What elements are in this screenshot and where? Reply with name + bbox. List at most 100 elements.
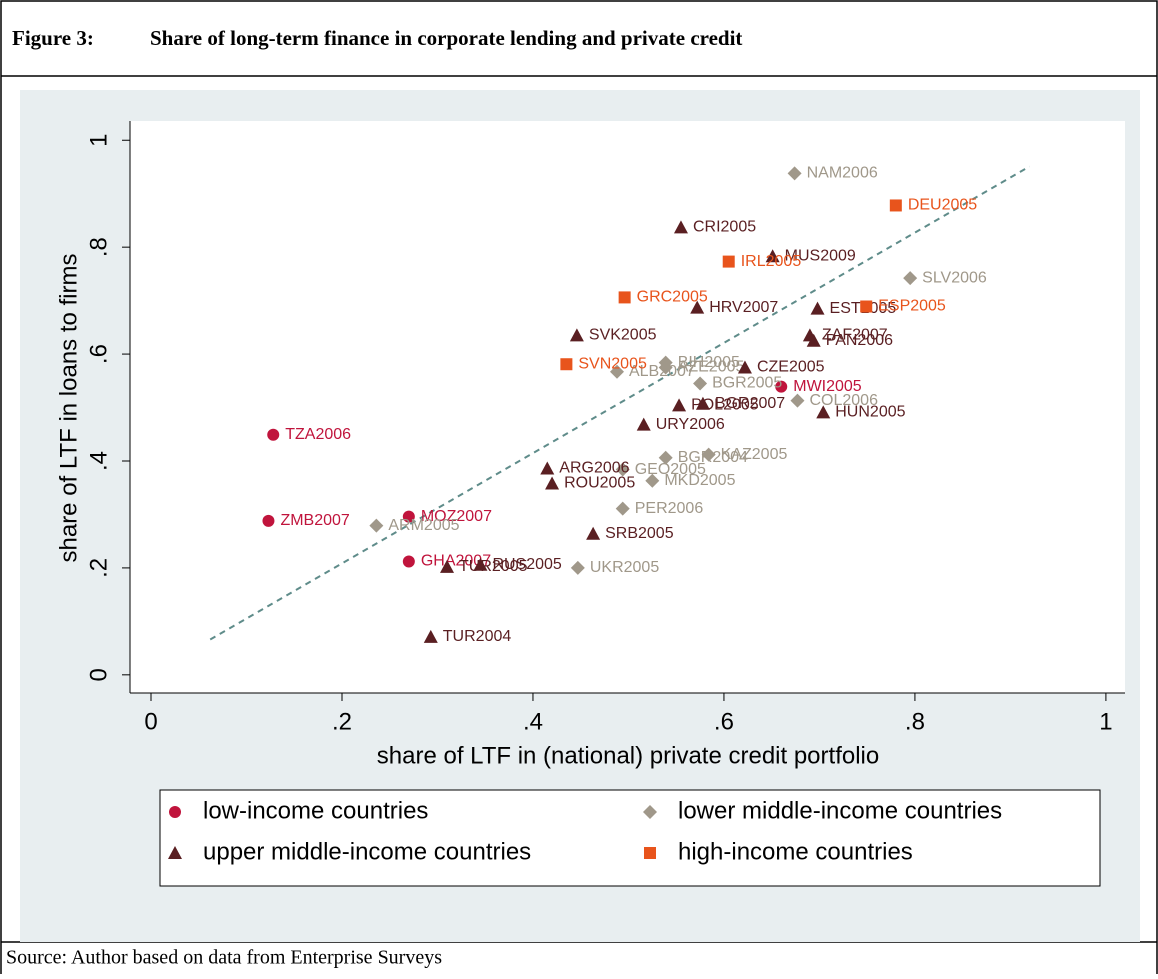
marker — [790, 393, 805, 408]
point-label: ZMB2007 — [280, 512, 349, 529]
marker — [722, 255, 735, 268]
point-label: AZE2005 — [678, 359, 745, 376]
point-label: SRB2005 — [605, 525, 674, 542]
point-label: CZE2005 — [757, 359, 825, 376]
marker — [402, 510, 415, 523]
x-tick-label: 1 — [1099, 708, 1112, 735]
fit-line — [209, 165, 1031, 641]
marker — [903, 271, 918, 286]
marker — [262, 514, 275, 527]
marker — [560, 358, 573, 371]
marker — [615, 501, 630, 516]
marker — [860, 300, 873, 313]
point-label: ALB2007 — [629, 363, 695, 380]
point-label: BGR2005 — [712, 375, 782, 392]
marker — [569, 328, 584, 342]
marker — [765, 249, 780, 263]
marker — [609, 364, 624, 379]
point-label: CRI2005 — [693, 219, 756, 236]
marker — [737, 360, 752, 374]
marker — [693, 376, 708, 391]
legend-marker — [169, 806, 181, 818]
marker — [618, 291, 631, 304]
point-label: BGR2004 — [678, 449, 748, 466]
x-axis-title: share of LTF in (national) private credi… — [377, 742, 879, 769]
marker — [423, 629, 438, 643]
legend-label: high-income countries — [678, 838, 913, 865]
point-label: PAN2006 — [826, 332, 893, 349]
marker — [672, 398, 687, 412]
legend-label: low-income countries — [203, 797, 428, 824]
point-label: HRV2007 — [709, 299, 778, 316]
x-tick-label: .6 — [714, 708, 734, 735]
y-tick-label: 1 — [85, 134, 112, 147]
marker — [402, 555, 415, 568]
point-label: URY2006 — [656, 416, 725, 433]
legend-marker — [643, 805, 657, 819]
legend-marker — [644, 847, 656, 859]
y-tick-label: 0 — [85, 668, 112, 681]
marker — [787, 166, 802, 181]
marker — [615, 462, 630, 477]
x-tick-label: 0 — [144, 708, 157, 735]
point-label: SVN2005 — [578, 355, 647, 372]
point-label: ROU2005 — [564, 475, 635, 492]
chart-title: Share of long-term finance in corporate … — [150, 26, 742, 50]
marker — [690, 300, 705, 314]
y-tick-label: .4 — [85, 451, 112, 471]
marker — [775, 380, 788, 393]
point-label: COL2006 — [809, 392, 878, 409]
y-tick-label: .8 — [85, 237, 112, 257]
legend-label: lower middle-income countries — [678, 797, 1002, 824]
marker — [695, 396, 710, 410]
source-note: Source: Author based on data from Enterp… — [6, 947, 442, 969]
point-label: ESP2005 — [878, 298, 946, 315]
x-tick-label: .8 — [905, 708, 925, 735]
point-label: GRC2005 — [637, 289, 708, 306]
marker — [586, 526, 601, 540]
marker — [701, 447, 716, 462]
marker — [570, 560, 585, 575]
point-label: SLV2006 — [922, 269, 987, 286]
x-tick-label: .2 — [332, 708, 352, 735]
marker — [673, 220, 688, 234]
point-label: PER2006 — [635, 500, 704, 517]
legend — [159, 789, 1101, 887]
point-label: GEO2005 — [635, 461, 706, 478]
marker — [806, 333, 821, 347]
point-label: GHA2007 — [421, 553, 491, 570]
point-label: MUS2009 — [785, 247, 856, 264]
point-label: SVK2005 — [589, 327, 657, 344]
point-label: ZAF2007 — [822, 327, 888, 344]
point-label: HUN2005 — [835, 404, 905, 421]
point-label: TZA2006 — [285, 426, 351, 443]
marker — [645, 473, 660, 488]
marker — [658, 360, 673, 375]
point-label: ARG2006 — [559, 460, 629, 477]
legend-marker — [168, 846, 182, 859]
point-label: DEU2005 — [908, 197, 977, 214]
marker — [545, 476, 560, 490]
figure-label: Figure 3: — [12, 26, 94, 50]
marker — [889, 199, 902, 212]
point-label: MWI2005 — [793, 378, 862, 395]
marker — [267, 428, 280, 441]
point-label: BGR2007 — [715, 395, 785, 412]
point-label: ARM2005 — [388, 517, 459, 534]
point-label: UKR2005 — [590, 559, 659, 576]
point-label: RUS2005 — [492, 556, 561, 573]
point-label: MKD2005 — [664, 472, 735, 489]
marker — [473, 557, 488, 571]
marker — [540, 461, 555, 475]
marker — [440, 559, 455, 573]
point-label: BIH2005 — [678, 354, 740, 371]
point-label: NAM2006 — [807, 165, 878, 182]
marker — [816, 405, 831, 419]
point-label: TUR2005 — [459, 558, 528, 575]
y-tick-label: .6 — [85, 344, 112, 364]
point-label: KAZ2005 — [721, 446, 788, 463]
marker — [636, 417, 651, 431]
marker — [369, 518, 384, 533]
